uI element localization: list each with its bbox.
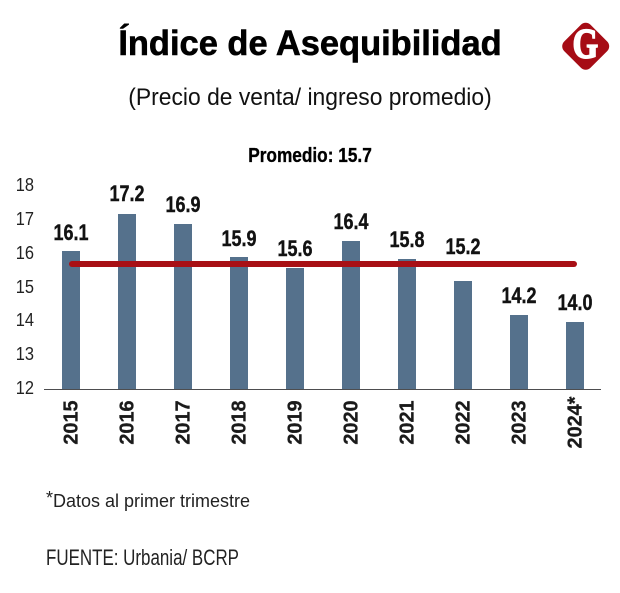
svg-text:G: G: [573, 21, 598, 68]
